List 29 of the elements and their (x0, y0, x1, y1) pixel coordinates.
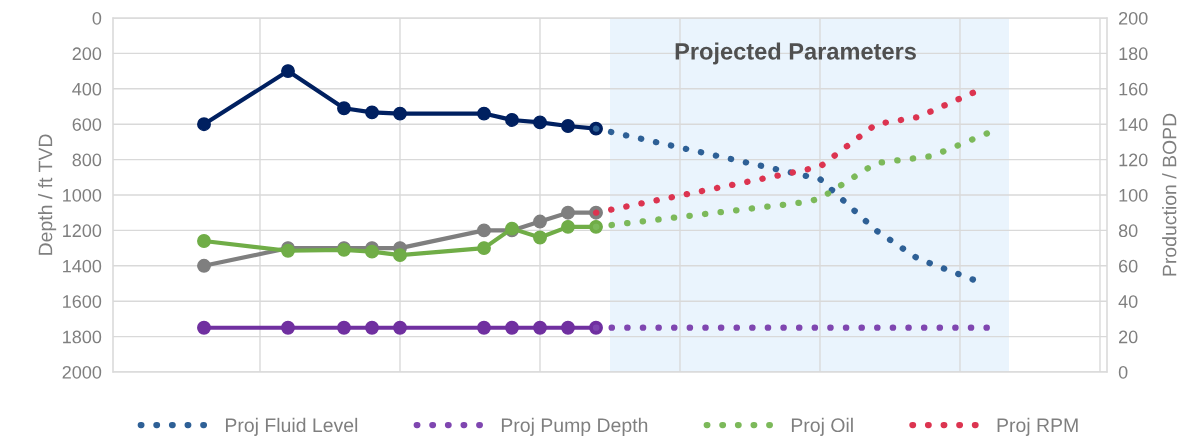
legend-label: Proj Oil (791, 417, 853, 436)
y-tick-label: 1600 (63, 295, 102, 308)
y-tick-label: 1800 (63, 330, 102, 344)
y2-tick-label: 100 (1119, 188, 1148, 202)
y2-tick-label: 0 (1118, 365, 1128, 379)
y2-tick-label: 120 (1119, 153, 1148, 167)
y-tick-label: 0 (92, 11, 102, 25)
annotation: Projected Parameters (675, 42, 916, 65)
legend-label: Proj RPM (997, 417, 1078, 436)
y-tick-label: 1400 (63, 259, 102, 273)
y2-tick-label: 160 (1119, 82, 1148, 96)
y-tick-label: 2000 (62, 365, 102, 379)
y-tick-label: 1200 (63, 224, 102, 238)
y-tick-label: 400 (72, 82, 102, 96)
y-tick-label: 800 (72, 153, 102, 167)
y-tick-label: 600 (72, 118, 102, 131)
y-axis-title: Depth / ft TVD (38, 134, 57, 255)
y-tick-label: 1000 (63, 188, 102, 202)
y2-tick-label: 140 (1119, 118, 1148, 131)
y2-axis-title: Production / BOPD (1162, 113, 1177, 276)
y2-tick-label: 80 (1118, 224, 1138, 238)
y2-tick-label: 200 (1119, 11, 1148, 25)
legend-label: Proj Fluid Level (225, 417, 358, 436)
y2-tick-label: 20 (1119, 330, 1138, 344)
y2-tick-label: 40 (1118, 295, 1138, 308)
y2-tick-label: 60 (1119, 259, 1138, 273)
y-tick-label: 200 (72, 47, 102, 61)
legend-label: Proj Pump Depth (501, 417, 648, 436)
y2-tick-label: 180 (1119, 47, 1148, 61)
